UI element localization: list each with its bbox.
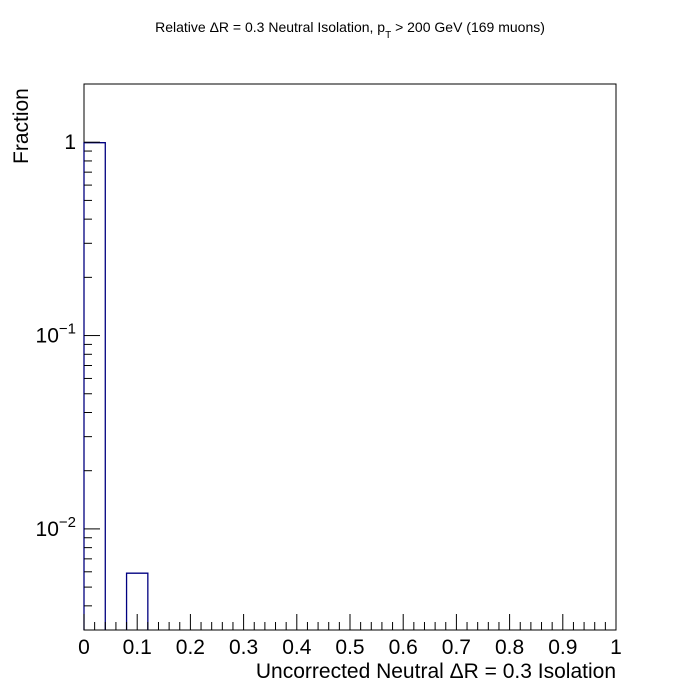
y-tick-label: 1 <box>64 131 76 154</box>
x-tick-label: 0.3 <box>229 636 258 659</box>
histogram-bar-0 <box>83 142 106 630</box>
y-tick-label: 10−1 <box>36 321 76 348</box>
y-tick-label-exponent: −2 <box>59 514 76 531</box>
x-tick-label: 0.6 <box>389 636 418 659</box>
x-tick-label: 0.4 <box>282 636 312 659</box>
chart-title-suffix: > 200 GeV (169 muons) <box>391 19 545 35</box>
x-tick-label: 0.1 <box>123 636 152 659</box>
histogram-bars <box>83 142 149 630</box>
y-tick-label-base: 10 <box>36 325 59 348</box>
x-tick-label: 0.9 <box>548 636 577 659</box>
x-tick-label: 0.8 <box>495 636 524 659</box>
y-tick-label-base: 10 <box>36 518 59 541</box>
x-tick-label: 0.7 <box>442 636 471 659</box>
y-axis-label: Fraction <box>10 88 33 164</box>
chart-title-main: Relative ΔR = 0.3 Neutral Isolation, p <box>155 19 385 35</box>
histogram-bar-1 <box>125 572 149 630</box>
x-tick-label: 0 <box>78 636 90 659</box>
x-axis-label: Uncorrected Neutral ΔR = 0.3 Isolation <box>256 660 616 683</box>
x-tick-label: 1 <box>610 636 622 659</box>
y-tick-label-exponent: −1 <box>59 321 76 338</box>
y-tick-label: 10−2 <box>36 514 76 541</box>
x-tick-label: 0.2 <box>176 636 205 659</box>
chart-title-subscript: T <box>385 30 391 41</box>
chart-title: Relative ΔR = 0.3 Neutral Isolation, pT … <box>155 19 545 41</box>
x-tick-label: 0.5 <box>335 636 364 659</box>
